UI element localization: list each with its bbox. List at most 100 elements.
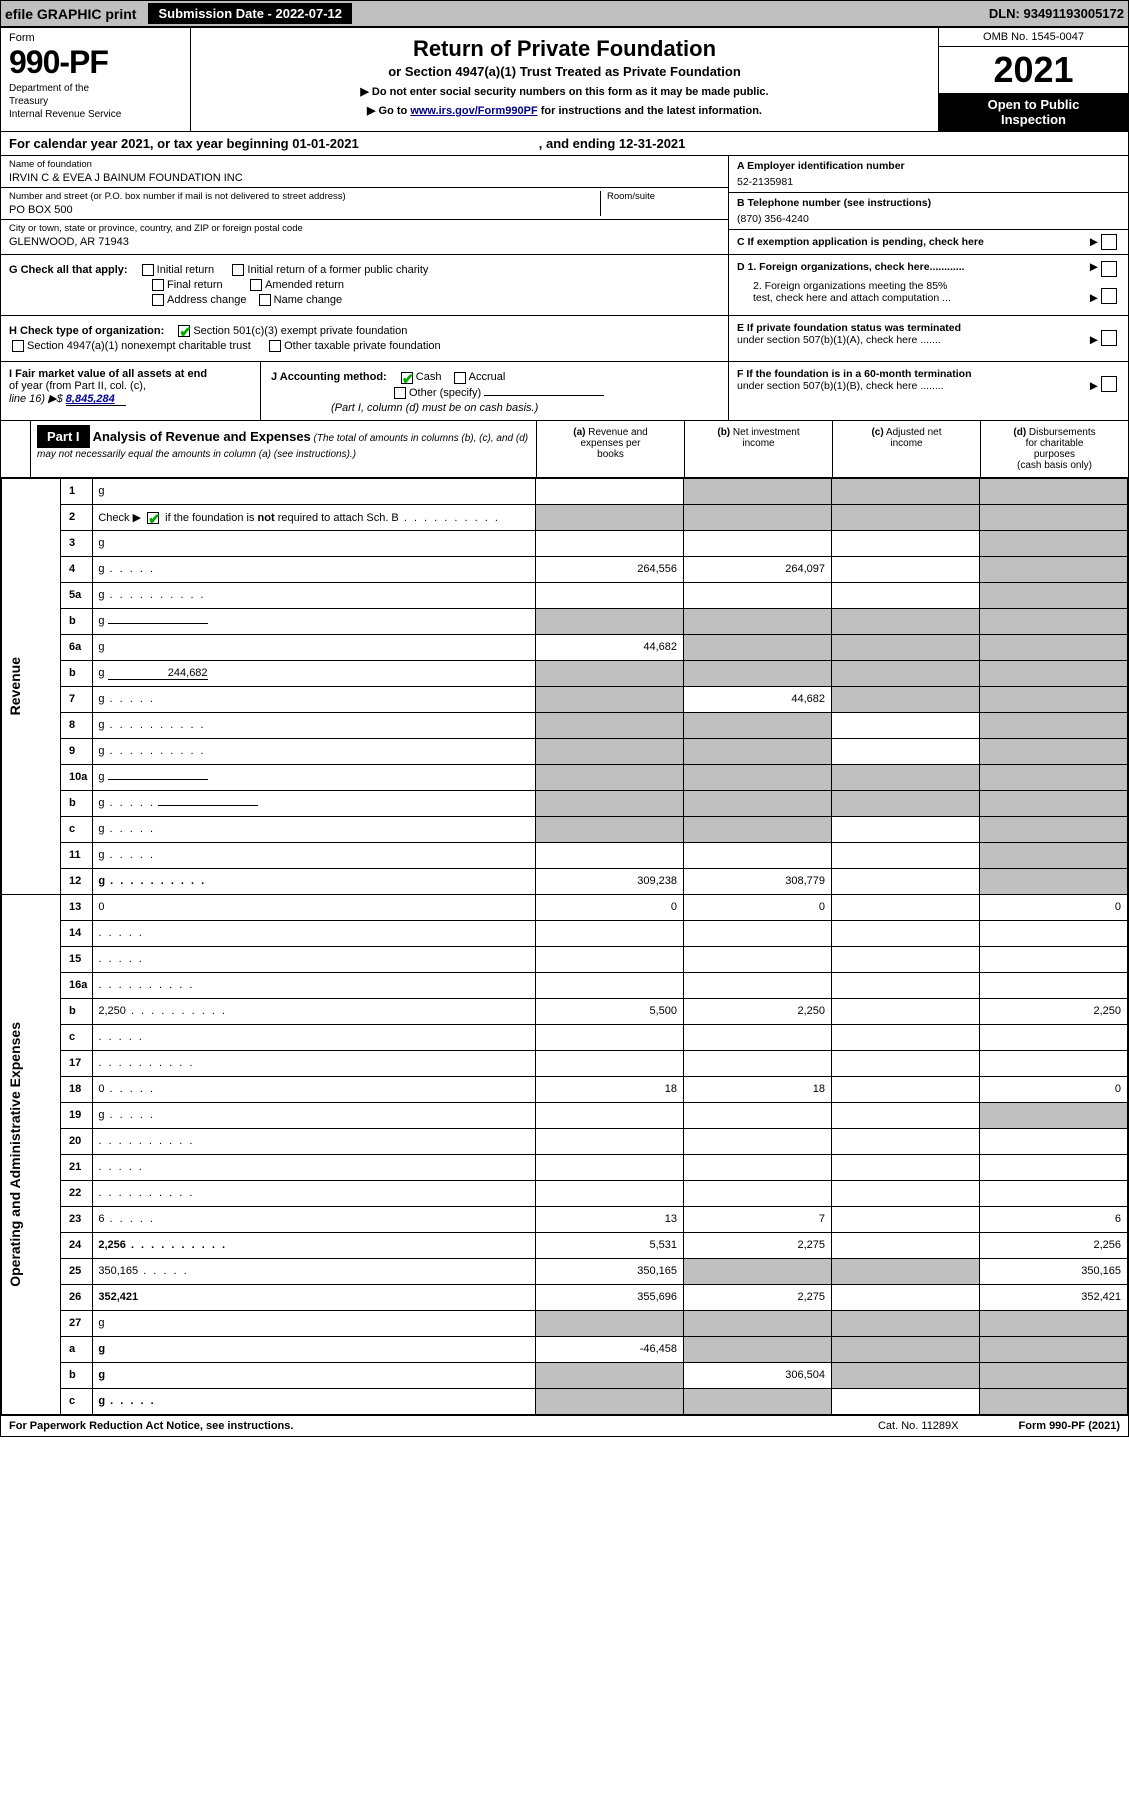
e-checkbox[interactable] bbox=[1101, 330, 1117, 346]
name-label: Name of foundation bbox=[9, 159, 720, 170]
j-label: J Accounting method: bbox=[271, 371, 387, 383]
city-value: GLENWOOD, AR 71943 bbox=[9, 236, 720, 248]
row-b-num: b bbox=[61, 998, 93, 1024]
row-4-num: 4 bbox=[61, 556, 93, 582]
header-left: Form 990-PF Department of the Treasury I… bbox=[1, 28, 191, 131]
amended-checkbox[interactable] bbox=[250, 279, 262, 291]
row-1-col-c bbox=[832, 478, 980, 504]
cal-end: , and ending 12-31-2021 bbox=[539, 136, 686, 151]
row-23-col-c bbox=[832, 1206, 980, 1232]
exemption-checkbox[interactable] bbox=[1101, 234, 1117, 250]
row-5a-desc: g bbox=[93, 582, 536, 608]
row-b-col-a bbox=[536, 790, 684, 816]
dln: DLN: 93491193005172 bbox=[989, 6, 1124, 21]
row-27-desc: g bbox=[93, 1310, 536, 1336]
row-22-col-a bbox=[536, 1180, 684, 1206]
row-21-col-a bbox=[536, 1154, 684, 1180]
phone-value: (870) 356-4240 bbox=[737, 213, 1120, 225]
row-16a-desc bbox=[93, 972, 536, 998]
col-d-header: (d) Disbursementsfor charitablepurposes(… bbox=[980, 421, 1128, 477]
row-c-col-b bbox=[684, 1024, 832, 1050]
initial-return-checkbox[interactable] bbox=[142, 264, 154, 276]
h-label: H Check type of organization: bbox=[9, 325, 164, 337]
row-13-col-c bbox=[832, 894, 980, 920]
row-22-col-b bbox=[684, 1180, 832, 1206]
row-6a-col-c bbox=[832, 634, 980, 660]
cat-number: Cat. No. 11289X bbox=[878, 1420, 959, 1432]
d-right: D 1. Foreign organizations, check here..… bbox=[728, 255, 1128, 315]
row-c-num: c bbox=[61, 816, 93, 842]
main-table: Revenue1g2Check ▶ if the foundation is n… bbox=[1, 478, 1128, 1415]
row-20-col-d bbox=[980, 1128, 1128, 1154]
row-26-num: 26 bbox=[61, 1284, 93, 1310]
row-5a-col-b bbox=[684, 582, 832, 608]
row-8-col-b bbox=[684, 712, 832, 738]
form-ref: Form 990-PF (2021) bbox=[1019, 1420, 1121, 1432]
row-9-col-c bbox=[832, 738, 980, 764]
row-4-desc: g bbox=[93, 556, 536, 582]
row-c-col-c bbox=[832, 816, 980, 842]
row-25-num: 25 bbox=[61, 1258, 93, 1284]
row-b-num: b bbox=[61, 790, 93, 816]
row-27-col-c bbox=[832, 1310, 980, 1336]
row-a-col-a: -46,458 bbox=[536, 1336, 684, 1362]
row-10a-col-c bbox=[832, 764, 980, 790]
row-5a-col-a bbox=[536, 582, 684, 608]
phone-cell: B Telephone number (see instructions) (8… bbox=[729, 193, 1128, 230]
row-8-num: 8 bbox=[61, 712, 93, 738]
other-method-input[interactable] bbox=[484, 395, 604, 396]
row-7-col-a bbox=[536, 686, 684, 712]
ij-row: I Fair market value of all assets at end… bbox=[1, 362, 1128, 420]
row-b-col-b bbox=[684, 790, 832, 816]
entity-block: Name of foundation IRVIN C & EVEA J BAIN… bbox=[1, 156, 1128, 255]
row-12-col-b: 308,779 bbox=[684, 868, 832, 894]
name-cell: Name of foundation IRVIN C & EVEA J BAIN… bbox=[1, 156, 728, 188]
trust-checkbox[interactable] bbox=[12, 340, 24, 352]
city-cell: City or town, state or province, country… bbox=[1, 220, 728, 252]
instructions-link[interactable]: www.irs.gov/Form990PF bbox=[410, 105, 537, 117]
row-12-desc: g bbox=[93, 868, 536, 894]
accrual-label: Accrual bbox=[469, 371, 506, 383]
row-12-col-a: 309,238 bbox=[536, 868, 684, 894]
initial-former-checkbox[interactable] bbox=[232, 264, 244, 276]
row-18-col-a: 18 bbox=[536, 1076, 684, 1102]
final-return-checkbox[interactable] bbox=[152, 279, 164, 291]
row-27-col-a bbox=[536, 1310, 684, 1336]
row-15-col-d bbox=[980, 946, 1128, 972]
row-14-col-d bbox=[980, 920, 1128, 946]
other-tax-checkbox[interactable] bbox=[269, 340, 281, 352]
name-change-checkbox[interactable] bbox=[259, 294, 271, 306]
c3-checkbox[interactable] bbox=[178, 325, 190, 337]
city-label: City or town, state or province, country… bbox=[9, 223, 720, 234]
row-2-num: 2 bbox=[61, 504, 93, 530]
row-8-col-d bbox=[980, 712, 1128, 738]
row-12-num: 12 bbox=[61, 868, 93, 894]
i-label-2: of year (from Part II, col. (c), bbox=[9, 380, 252, 392]
row-b-desc: g bbox=[93, 1362, 536, 1388]
row-15-col-b bbox=[684, 946, 832, 972]
schb-checkbox[interactable] bbox=[147, 512, 159, 524]
d2-checkbox[interactable] bbox=[1101, 288, 1117, 304]
row-b-col-d bbox=[980, 790, 1128, 816]
row-10a-inline bbox=[108, 779, 208, 780]
row-15-col-a bbox=[536, 946, 684, 972]
f-checkbox[interactable] bbox=[1101, 376, 1117, 392]
row-22-num: 22 bbox=[61, 1180, 93, 1206]
d1-checkbox[interactable] bbox=[1101, 261, 1117, 277]
g-row: G Check all that apply: Initial return I… bbox=[1, 255, 1128, 316]
row-1-num: 1 bbox=[61, 478, 93, 504]
row-5a-num: 5a bbox=[61, 582, 93, 608]
d1-label: D 1. Foreign organizations, check here..… bbox=[737, 261, 965, 273]
row-6a-num: 6a bbox=[61, 634, 93, 660]
ein-value: 52-2135981 bbox=[737, 176, 1120, 188]
cal-begin: For calendar year 2021, or tax year begi… bbox=[9, 136, 359, 151]
address-change-checkbox[interactable] bbox=[152, 294, 164, 306]
other-method-checkbox[interactable] bbox=[394, 387, 406, 399]
row-16a-col-c bbox=[832, 972, 980, 998]
row-b-col-d bbox=[980, 1362, 1128, 1388]
c3-label: Section 501(c)(3) exempt private foundat… bbox=[193, 325, 407, 337]
cash-checkbox[interactable] bbox=[401, 372, 413, 384]
row-24-col-d: 2,256 bbox=[980, 1232, 1128, 1258]
row-27-col-b bbox=[684, 1310, 832, 1336]
accrual-checkbox[interactable] bbox=[454, 372, 466, 384]
